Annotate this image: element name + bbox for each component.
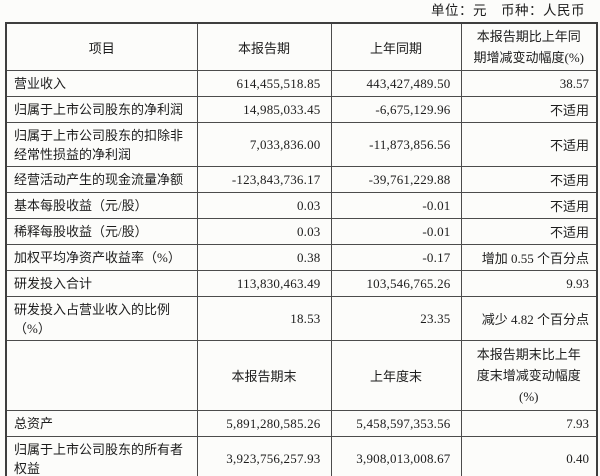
current-period-value: 18.53 — [196, 296, 332, 341]
row-label: 归属于上市公司股东的所有者权益 — [5, 436, 198, 476]
table-row-diluted-eps: 稀释每股收益（元/股） 0.03 -0.01 不适用 — [5, 218, 598, 245]
table-row-operating-cash-flow: 经营活动产生的现金流量净额 -123,843,736.17 -39,761,22… — [5, 166, 598, 193]
change-value: 9.93 — [460, 270, 598, 297]
change-value: 不适用 — [460, 96, 598, 123]
table-row-net-profit-excl-nonrecurring: 归属于上市公司股东的扣除非经常性损益的净利润 7,033,836.00 -11,… — [5, 122, 598, 167]
row-label: 营业收入 — [5, 70, 198, 97]
table-row-shareholders-equity: 归属于上市公司股东的所有者权益 3,923,756,257.93 3,908,0… — [5, 436, 598, 476]
change-value: 不适用 — [460, 122, 598, 167]
header-change-percent: 本报告期比上年同期增减变动幅度(%) — [460, 22, 598, 71]
row-label: 研发投入占营业收入的比例（%） — [5, 296, 198, 341]
current-period-end-value: 5,891,280,585.26 — [196, 410, 332, 437]
table-row-total-assets: 总资产 5,891,280,585.26 5,458,597,353.56 7.… — [5, 410, 598, 437]
row-label: 研发投入合计 — [5, 270, 198, 297]
current-period-value: 7,033,836.00 — [196, 122, 332, 167]
header-current-period: 本报告期 — [196, 22, 332, 71]
prior-year-end-value: 5,458,597,353.56 — [330, 410, 462, 437]
header-prior-year-end: 上年度末 — [330, 340, 462, 411]
current-period-end-value: 3,923,756,257.93 — [196, 436, 332, 476]
prior-period-value: -6,675,129.96 — [330, 96, 462, 123]
change-value: 38.57 — [460, 70, 598, 97]
section2-header-row: 本报告期末 上年度末 本报告期末比上年度末增减变动幅度(%) — [5, 340, 598, 411]
change-value: 不适用 — [460, 166, 598, 193]
row-label: 归属于上市公司股东的扣除非经常性损益的净利润 — [5, 122, 198, 167]
table-row-rd-ratio: 研发投入占营业收入的比例（%） 18.53 23.35 减少 4.82 个百分点 — [5, 296, 598, 341]
change-value: 增加 0.55 个百分点 — [460, 244, 598, 271]
header-item: 项目 — [5, 22, 198, 71]
row-label: 总资产 — [5, 410, 198, 437]
change-value: 7.93 — [460, 410, 598, 437]
change-value: 不适用 — [460, 192, 598, 219]
table-row-net-profit: 归属于上市公司股东的净利润 14,985,033.45 -6,675,129.9… — [5, 96, 598, 123]
current-period-value: -123,843,736.17 — [196, 166, 332, 193]
table-row-rd-investment-total: 研发投入合计 113,830,463.49 103,546,765.26 9.9… — [5, 270, 598, 297]
prior-period-value: 103,546,765.26 — [330, 270, 462, 297]
header-blank — [5, 340, 198, 411]
header-prior-period: 上年同期 — [330, 22, 462, 71]
row-label: 加权平均净资产收益率（%） — [5, 244, 198, 271]
header-current-period-end: 本报告期末 — [196, 340, 332, 411]
current-period-value: 0.38 — [196, 244, 332, 271]
header-end-change-percent: 本报告期末比上年度末增减变动幅度(%) — [460, 340, 598, 411]
prior-period-value: -0.01 — [330, 218, 462, 245]
change-value: 不适用 — [460, 218, 598, 245]
prior-period-value: -0.17 — [330, 244, 462, 271]
unit-currency-note: 单位：元 币种：人民币 — [431, 3, 585, 18]
table-row-weighted-avg-roe: 加权平均净资产收益率（%） 0.38 -0.17 增加 0.55 个百分点 — [5, 244, 598, 271]
row-label: 基本每股收益（元/股） — [5, 192, 198, 219]
current-period-value: 14,985,033.45 — [196, 96, 332, 123]
row-label: 经营活动产生的现金流量净额 — [5, 166, 198, 193]
prior-period-value: -0.01 — [330, 192, 462, 219]
current-period-value: 113,830,463.49 — [196, 270, 332, 297]
prior-period-value: 23.35 — [330, 296, 462, 341]
current-period-value: 614,455,518.85 — [196, 70, 332, 97]
prior-period-value: -39,761,229.88 — [330, 166, 462, 193]
change-value: 减少 4.82 个百分点 — [460, 296, 598, 341]
prior-year-end-value: 3,908,013,008.67 — [330, 436, 462, 476]
prior-period-value: -11,873,856.56 — [330, 122, 462, 167]
section1-header-row: 项目 本报告期 上年同期 本报告期比上年同期增减变动幅度(%) — [5, 22, 598, 71]
row-label: 稀释每股收益（元/股） — [5, 218, 198, 245]
current-period-value: 0.03 — [196, 192, 332, 219]
financial-summary-table: 项目 本报告期 上年同期 本报告期比上年同期增减变动幅度(%) 营业收入 614… — [5, 22, 598, 476]
table-row-basic-eps: 基本每股收益（元/股） 0.03 -0.01 不适用 — [5, 192, 598, 219]
row-label: 归属于上市公司股东的净利润 — [5, 96, 198, 123]
prior-period-value: 443,427,489.50 — [330, 70, 462, 97]
table-row-operating-revenue: 营业收入 614,455,518.85 443,427,489.50 38.57 — [5, 70, 598, 97]
change-value: 0.40 — [460, 436, 598, 476]
current-period-value: 0.03 — [196, 218, 332, 245]
